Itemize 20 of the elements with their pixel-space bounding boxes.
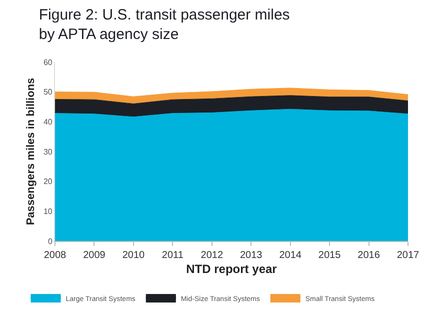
x-tick-label: 2011: [162, 250, 184, 261]
x-tick-label: 2014: [279, 250, 302, 261]
y-axis-title: Passengers miles in billions: [25, 78, 38, 226]
y-tick-label: 30: [43, 147, 53, 156]
y-tick-label: 0: [48, 236, 53, 246]
x-axis-title: NTD report year: [186, 262, 278, 276]
y-tick-label: 60: [43, 58, 53, 67]
y-tick-label: 10: [43, 206, 53, 216]
x-tick-label: 2012: [200, 250, 224, 261]
y-tick-label: 20: [43, 177, 53, 186]
x-tick-label: 2016: [358, 250, 380, 261]
y-tick-label: 50: [43, 88, 53, 97]
x-tick-label: 2013: [240, 250, 263, 261]
x-tick-label: 2017: [396, 250, 420, 261]
x-tick-label: 2010: [122, 250, 145, 261]
y-tick-label: 40: [43, 117, 53, 126]
x-tick-label: 2015: [318, 250, 342, 261]
x-tick-label: 2009: [83, 250, 106, 261]
x-tick-label: 2008: [44, 250, 67, 261]
chart-title: Figure 2: U.S. transit passenger miles by APTA agency size: [38, 6, 290, 43]
